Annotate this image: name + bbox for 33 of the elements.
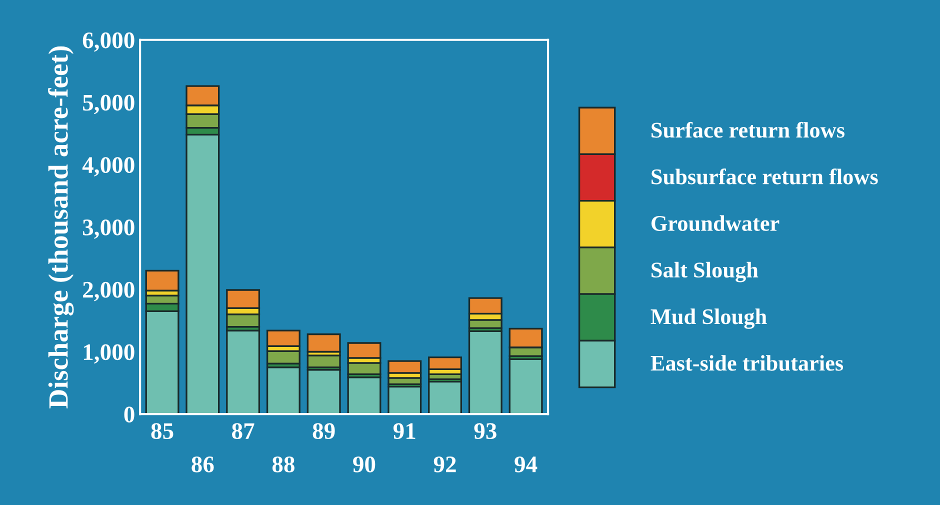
legend-label: Salt Slough	[652, 262, 758, 282]
legend-label: Surface return flows	[652, 122, 844, 138]
bar	[508, 358, 543, 414]
y-tick-label: 0	[124, 406, 134, 423]
y-tick-label: 6,000	[82, 32, 134, 52]
legend-label: Subsurface return flows	[652, 168, 878, 184]
x-tick-label: 93	[474, 423, 496, 440]
bar	[428, 380, 462, 414]
bar	[226, 330, 260, 414]
bar	[468, 330, 502, 414]
y-tick-label: 4,000	[82, 157, 134, 176]
x-tick-label: 86	[192, 456, 214, 472]
x-tick-label: 87	[232, 423, 254, 440]
y-tick-label: 5,000	[83, 94, 134, 114]
x-tick-label: 88	[272, 456, 294, 472]
y-axis-title: Discharge (thousand acre-feet)	[48, 46, 74, 408]
bar	[388, 386, 422, 414]
x-tick-label: 94	[514, 456, 538, 472]
y-tick-label: 2,000	[83, 282, 134, 302]
bar	[266, 366, 300, 414]
bar	[306, 333, 341, 353]
x-tick-label: 89	[312, 423, 335, 440]
x-tick-label: 85	[151, 423, 174, 440]
legend-label: East-side tributaries	[650, 355, 844, 371]
legend-label: Mud Slough	[650, 308, 767, 329]
y-tick-label: 1,000	[84, 344, 134, 364]
x-tick-label: 92	[434, 456, 456, 472]
y-tick-label: 3,000	[82, 219, 134, 239]
bar	[347, 376, 382, 414]
bar	[306, 368, 341, 414]
x-tick-label: 91	[393, 423, 416, 440]
legend-label: Groundwater	[652, 215, 780, 231]
x-tick-label: 90	[353, 456, 376, 472]
